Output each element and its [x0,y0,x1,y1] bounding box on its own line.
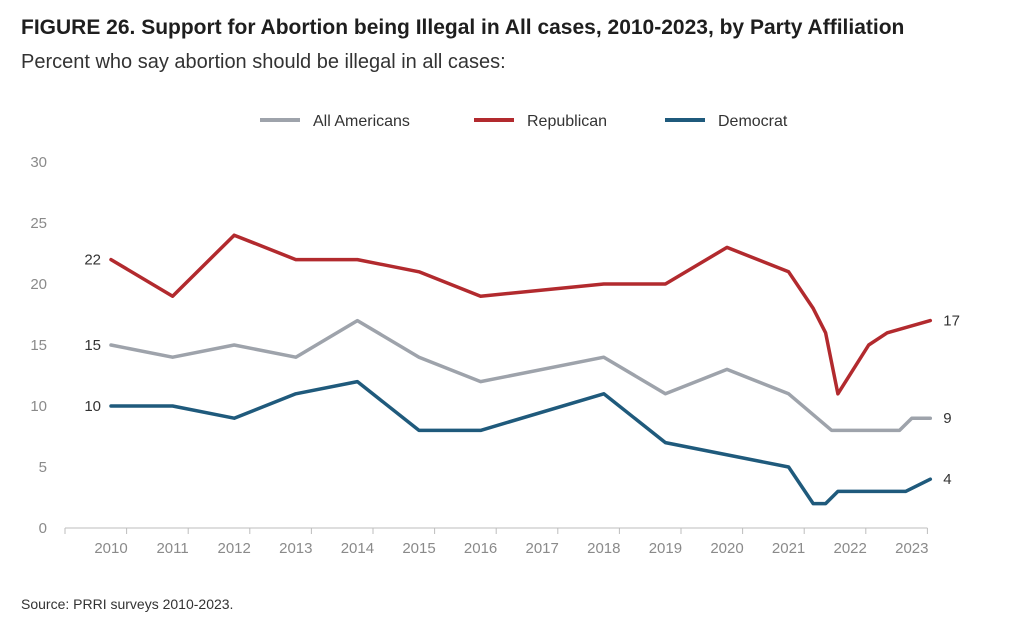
x-axis: 2010 2011 2012 2013 2014 2015 2016 2017 2018 2019… [64,527,928,557]
x-tick-label-2016: 2016 [464,540,497,557]
legend-label-all-americans: All Americans [313,113,410,130]
x-tick-label-2021: 2021 [772,540,805,557]
x-tick-label-2013: 2013 [279,540,312,557]
y-tick-label-20: 20 [30,276,47,293]
source-note: Source: PRRI surveys 2010-2023. [21,596,234,612]
data-label-republican-left: 22 [84,252,101,269]
x-tick-label-2010: 2010 [94,540,127,557]
x-tick-label-2023: 2023 [895,540,928,557]
y-tick-label-30: 30 [30,154,47,171]
x-tick-label-2011: 2011 [156,540,188,557]
y-tick-label-10: 10 [30,398,47,415]
data-label-all-americans-right: 9 [943,410,951,427]
series-line-democrat [109,379,933,506]
data-labels: 15 9 22 17 10 4 [84,252,960,489]
series-line-republican [109,233,933,396]
x-tick-label-2014: 2014 [341,540,374,557]
x-tick-label-2018: 2018 [587,540,620,557]
chart-subtitle: Percent who say abortion should be illeg… [21,51,506,73]
chart-title: FIGURE 26. Support for Abortion being Il… [21,16,905,39]
x-tick-label-2012: 2012 [218,540,251,557]
data-label-republican-right: 17 [943,313,960,330]
x-tick-label-2019: 2019 [649,540,682,557]
data-label-democrat-right: 4 [943,471,951,488]
chart-legend: All Americans Republican Democrat [260,113,788,130]
data-label-all-americans-left: 15 [84,337,101,354]
y-tick-label-5: 5 [39,459,47,476]
data-label-democrat-left: 10 [84,398,101,415]
x-tick-label-2017: 2017 [526,540,559,557]
legend-label-democrat: Democrat [718,113,788,130]
y-tick-label-15: 15 [30,337,47,354]
series-lines [109,233,933,506]
series-line-all-americans [109,318,933,433]
legend-label-republican: Republican [527,113,607,130]
y-axis: 0 5 10 15 20 25 30 [30,154,47,537]
x-tick-label-2020: 2020 [710,540,743,557]
x-tick-label-2015: 2015 [402,540,435,557]
x-tick-label-2022: 2022 [834,540,867,557]
y-tick-label-25: 25 [30,215,47,232]
y-tick-label-0: 0 [39,520,47,537]
